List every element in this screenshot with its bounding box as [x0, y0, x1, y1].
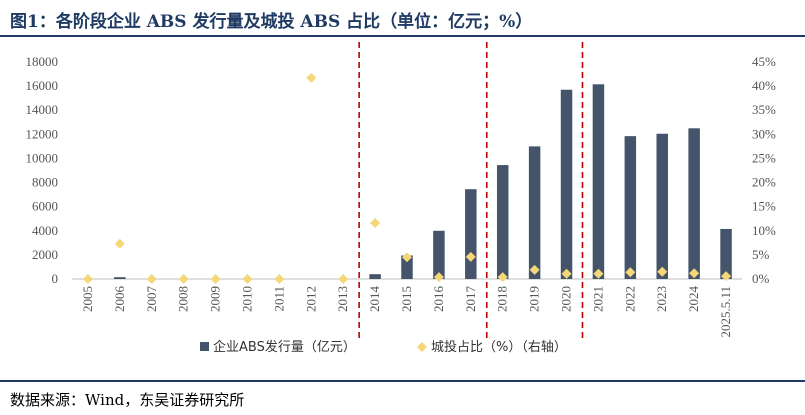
- title-bar: 图1：各阶段企业 ABS 发行量及城投 ABS 占比（单位：亿元；%）: [0, 0, 805, 38]
- y-left-tick-label: 8000: [32, 175, 58, 190]
- marker-2018: [497, 272, 508, 283]
- y-left-tick-label: 4000: [32, 223, 58, 238]
- y-left-tick-label: 12000: [26, 126, 59, 141]
- bar-2022: [624, 136, 637, 279]
- bar-2023: [656, 133, 668, 279]
- y-right-tick-label: 40%: [752, 78, 776, 93]
- marker-2007: [146, 274, 157, 284]
- source-note: 数据来源：Wind，东吴证券研究所: [10, 391, 245, 409]
- x-tick-label: 2010: [239, 286, 254, 312]
- x-tick-label: 2014: [367, 286, 382, 313]
- x-tick-label: 2022: [622, 286, 637, 312]
- marker-2017: [465, 251, 476, 262]
- y-left-tick-label: 10000: [26, 150, 59, 165]
- y-right-tick-label: 0%: [752, 271, 770, 286]
- bar-2018: [496, 165, 509, 279]
- bar-2015: [401, 255, 413, 279]
- marker-2022: [625, 267, 636, 278]
- marker-2024: [689, 268, 700, 279]
- x-tick-label: 2020: [559, 286, 574, 312]
- x-tick-label: 2006: [112, 286, 127, 313]
- y-right-tick-label: 15%: [752, 199, 776, 214]
- y-left-tick-label: 2000: [32, 247, 58, 262]
- x-tick-label: 2025.5.11: [718, 286, 733, 338]
- bar-2016: [433, 230, 445, 279]
- chart-title: 图1：各阶段企业 ABS 发行量及城投 ABS 占比（单位：亿元；%）: [10, 12, 533, 32]
- x-tick-label: 2008: [176, 286, 191, 312]
- bar-2024: [688, 128, 700, 279]
- x-tick-label: 2017: [463, 286, 478, 313]
- y-right-tick-label: 5%: [752, 247, 770, 262]
- y-right-tick-label: 35%: [752, 102, 776, 117]
- marker-2021: [593, 268, 604, 279]
- y-right-tick-label: 25%: [752, 150, 776, 165]
- x-tick-label: 2012: [303, 286, 318, 312]
- marker-2023: [657, 266, 668, 277]
- legend-bar-label: 企业ABS发行量（亿元）: [213, 339, 356, 355]
- y-left-tick-label: 16000: [26, 78, 59, 93]
- bar-2006: [114, 277, 126, 279]
- x-tick-label: 2015: [399, 286, 414, 312]
- x-tick-label: 2016: [431, 286, 446, 313]
- bar-2019: [528, 146, 541, 279]
- top-rule: [0, 35, 805, 37]
- x-tick-label: 2019: [527, 286, 542, 312]
- marker-2012: [306, 72, 317, 83]
- y-left-tick-label: 6000: [32, 199, 58, 214]
- x-tick-label: 2021: [590, 286, 605, 312]
- marker-2009: [210, 274, 221, 284]
- x-tick-label: 2018: [495, 286, 510, 312]
- x-tick-label: 2024: [686, 286, 701, 313]
- x-tick-label: 2011: [271, 286, 286, 312]
- y-left-tick-label: 18000: [26, 54, 59, 69]
- marker-2008: [178, 274, 189, 284]
- bar-2025.5.11: [720, 228, 732, 279]
- marker-2025.5.11: [721, 271, 732, 282]
- x-tick-label: 2009: [208, 286, 223, 312]
- x-tick-label: 2013: [335, 286, 350, 312]
- legend-diamond-swatch: [417, 342, 427, 352]
- y-right-tick-label: 30%: [752, 126, 776, 141]
- y-left-tick-label: 0: [52, 271, 59, 286]
- bar-2021: [592, 84, 605, 279]
- bar-2020: [560, 89, 573, 279]
- y-right-tick-label: 10%: [752, 223, 776, 238]
- y-left-tick-label: 14000: [26, 102, 59, 117]
- bottom-rule: [0, 380, 805, 382]
- legend-bar-swatch: [200, 342, 209, 351]
- marker-2019: [529, 264, 540, 275]
- bar-2017: [465, 189, 477, 279]
- marker-2020: [561, 268, 572, 279]
- y-right-tick-label: 20%: [752, 175, 776, 190]
- marker-2005: [82, 274, 93, 284]
- y-right-tick-label: 45%: [752, 54, 776, 69]
- x-tick-label: 2005: [80, 286, 95, 312]
- marker-2006: [114, 238, 125, 249]
- x-tick-label: 2023: [654, 286, 669, 312]
- marker-2014: [370, 218, 381, 229]
- marker-2015: [402, 252, 412, 263]
- marker-2013: [338, 274, 349, 284]
- chart-area: 0 2000 4000 6000 8000 10000 12000 14000 16000 180…: [26, 42, 776, 355]
- marker-2010: [242, 274, 253, 284]
- marker-2016: [433, 272, 444, 283]
- bar-2014: [369, 274, 381, 279]
- legend-diamond-label: 城投占比（%）（右轴）: [431, 339, 567, 355]
- marker-2011: [274, 274, 285, 284]
- x-tick-label: 2007: [144, 286, 159, 313]
